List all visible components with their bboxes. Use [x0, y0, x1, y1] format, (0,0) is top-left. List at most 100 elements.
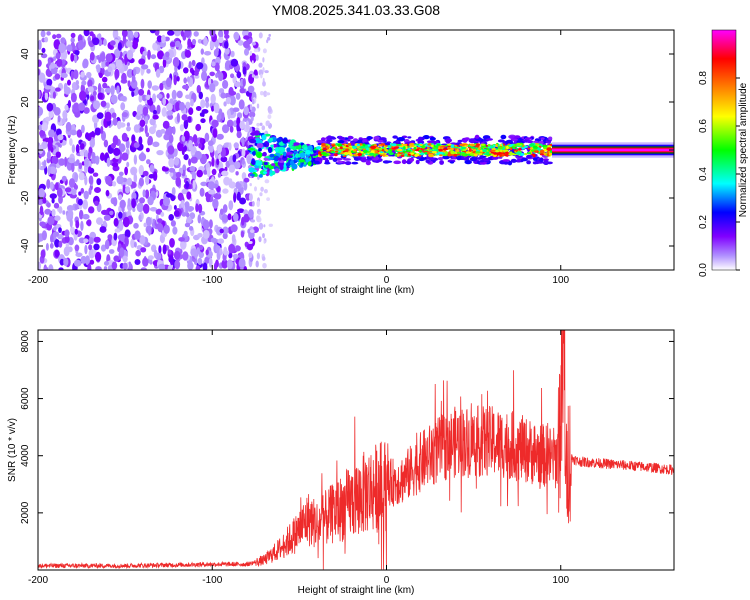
heatmap-cell [161, 34, 166, 44]
heatmap-cell [74, 244, 80, 252]
heatmap-cell [548, 152, 553, 156]
heatmap-cell [233, 142, 239, 149]
heatmap-cell [130, 181, 137, 189]
heatmap-cell [138, 58, 146, 65]
heatmap-cell [370, 150, 375, 154]
heatmap-cell [287, 152, 294, 155]
heatmap-cell [173, 210, 180, 217]
heatmap-cell [63, 246, 70, 257]
heatmap-cell [392, 135, 398, 139]
heatmap-cell [527, 147, 531, 150]
heatmap-cell [338, 148, 344, 151]
heatmap-cell [124, 166, 128, 176]
heatmap-cell [52, 231, 60, 237]
heatmap-cell [205, 101, 210, 108]
heatmap-cell [71, 188, 77, 196]
heatmap-cell [282, 138, 289, 144]
heatmap-cell [38, 261, 42, 270]
heatmap-cell [546, 147, 552, 151]
heatmap-cell [163, 224, 170, 234]
heatmap-cell [224, 47, 230, 55]
heatmap-cell [228, 142, 232, 151]
heatmap-cell [243, 35, 250, 40]
heatmap-cell [262, 151, 267, 157]
heatmap-cell [222, 124, 230, 134]
heatmap-cell [64, 156, 68, 167]
heatmap-cell [490, 149, 496, 152]
heatmap-cell [263, 90, 268, 98]
heatmap-cell [229, 125, 234, 133]
heatmap-cell [209, 83, 216, 93]
heatmap-cell [77, 198, 83, 206]
heatmap-cell [230, 50, 235, 58]
heatmap-cell [453, 153, 458, 157]
heatmap-cell [38, 188, 45, 198]
heatmap-cell [461, 146, 466, 150]
heatmap-cell [78, 191, 82, 196]
heatmap-cell [79, 90, 87, 101]
heatmap-cell [256, 215, 260, 222]
heatmap-cell [177, 141, 184, 152]
heatmap-cell [254, 186, 257, 192]
y-tick-label: 20 [20, 96, 31, 108]
heatmap-cell [347, 135, 353, 140]
heatmap-cell [89, 31, 94, 37]
heatmap-cell [154, 30, 160, 36]
heatmap-cell [95, 266, 102, 270]
heatmap-cell [50, 234, 54, 243]
heatmap-cell [247, 38, 253, 44]
heatmap-cell [468, 138, 476, 144]
x-tick-label: -100 [202, 275, 222, 286]
heatmap-cell [65, 121, 72, 132]
heatmap-cell [186, 216, 192, 224]
heatmap-cell [126, 68, 134, 78]
heatmap-cell [244, 48, 249, 56]
heatmap-cell [145, 132, 150, 138]
heatmap-cell [256, 103, 260, 109]
heatmap-cell [202, 229, 210, 239]
heatmap-cell [119, 247, 125, 258]
heatmap-cell [230, 73, 235, 79]
heatmap-cell [181, 188, 189, 195]
heatmap-cell [197, 233, 203, 238]
heatmap-cell [269, 153, 275, 158]
heatmap-cell [55, 151, 61, 158]
heatmap-cell [156, 35, 163, 43]
heatmap-cell [131, 198, 137, 209]
heatmap-cell [38, 72, 46, 83]
heatmap-cell [49, 242, 54, 249]
heatmap-cell [261, 125, 266, 131]
heatmap-cell [58, 158, 66, 166]
heatmap-cell [157, 223, 164, 233]
heatmap-cell [456, 151, 461, 155]
heatmap-cell [353, 148, 358, 151]
heatmap-cell [49, 193, 57, 199]
heatmap-cell [198, 143, 203, 149]
heatmap-cell [502, 159, 511, 162]
heatmap-cell [346, 152, 353, 155]
heatmap-cell [203, 36, 209, 47]
heatmap-cell [223, 246, 228, 256]
heatmap-cell [172, 226, 178, 235]
heatmap-cell [55, 52, 61, 60]
heatmap-cell [143, 222, 147, 228]
heatmap-cell [38, 233, 42, 243]
heatmap-cell [510, 158, 517, 163]
heatmap-cell [60, 72, 68, 78]
snr-y-ticks: 2000 4000 6000 8000 [20, 330, 674, 524]
heatmap-cell [169, 171, 174, 177]
spectrogram-y-axis-label: Frequency (Hz) [7, 116, 18, 185]
heatmap-cell [435, 145, 439, 149]
heatmap-cell [407, 153, 412, 156]
heatmap-cell [216, 133, 224, 140]
heatmap-cell [93, 236, 101, 243]
heatmap-cell [499, 153, 502, 158]
heatmap-cell [474, 145, 480, 148]
heatmap-cell [75, 144, 80, 154]
heatmap-cell [268, 157, 274, 160]
heatmap-cell [167, 249, 172, 255]
heatmap-cell [217, 238, 225, 244]
heatmap-cell [171, 187, 176, 196]
heatmap-cell [90, 95, 95, 102]
heatmap-cell [69, 129, 78, 136]
